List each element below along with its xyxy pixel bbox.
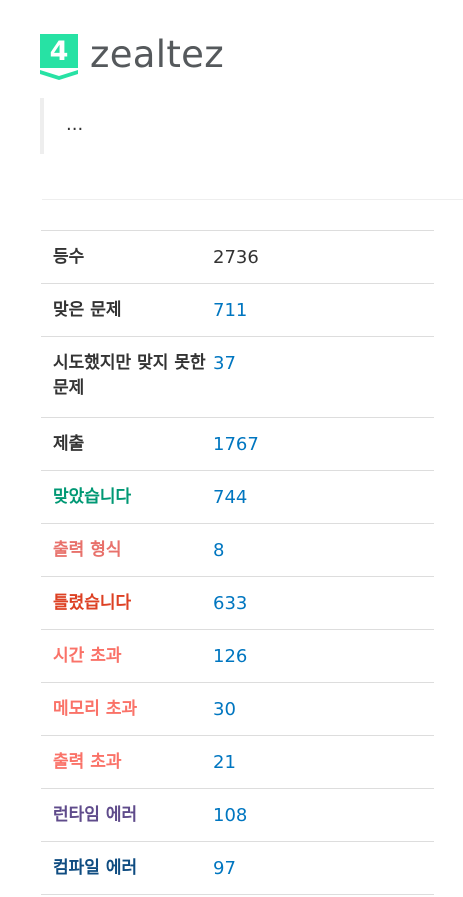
stat-value-link[interactable]: 30 (213, 699, 236, 720)
stat-value-link[interactable]: 21 (213, 752, 236, 773)
stat-value-link[interactable]: 97 (213, 858, 236, 879)
stat-value-link[interactable]: 633 (213, 593, 248, 614)
stat-value-link[interactable]: 8 (213, 540, 225, 561)
stat-value-link[interactable]: 744 (213, 487, 248, 508)
stat-label: 틀렸습니다 (53, 593, 132, 613)
stat-value-link[interactable]: 37 (213, 353, 236, 374)
stats-row-presentation-error: 출력 형식 8 (41, 524, 434, 577)
stat-label: 제출 (53, 434, 85, 454)
stat-value-link[interactable]: 711 (213, 300, 248, 321)
stat-value-link[interactable]: 108 (213, 805, 248, 826)
stats-row-time-limit: 시간 초과 126 (41, 630, 434, 683)
stat-value: 2736 (213, 247, 259, 268)
stat-label: 출력 형식 (53, 540, 122, 560)
stats-table: 등수 2736 맞은 문제 711 시도했지만 맞지 못한 문제 37 제출 1… (41, 230, 434, 895)
stat-label: 런타임 에러 (53, 805, 138, 825)
stat-label: 출력 초과 (53, 752, 122, 772)
stat-label: 컴파일 에러 (53, 858, 138, 878)
stats-row-rank: 등수 2736 (41, 231, 434, 284)
stats-row-solved: 맞은 문제 711 (41, 284, 434, 337)
profile-header: 4 zealtez (40, 33, 224, 81)
stat-label: 시도했지만 맞지 못한 문제 (53, 353, 206, 398)
stat-label: 맞았습니다 (53, 487, 132, 507)
stats-row-runtime-error: 런타임 에러 108 (41, 789, 434, 842)
stat-label: 시간 초과 (53, 646, 122, 666)
stats-row-submissions: 제출 1767 (41, 418, 434, 471)
stats-row-memory-limit: 메모리 초과 30 (41, 683, 434, 736)
stat-label: 맞은 문제 (53, 300, 122, 320)
tier-badge-icon: 4 (40, 34, 78, 80)
bio-text: ... (66, 114, 84, 135)
stat-value-link[interactable]: 1767 (213, 434, 259, 455)
profile-bio: ... (40, 98, 400, 154)
stats-row-compile-error: 컴파일 에러 97 (41, 842, 434, 895)
stats-row-output-limit: 출력 초과 21 (41, 736, 434, 789)
stats-row-wrong-answer: 틀렸습니다 633 (41, 577, 434, 630)
stat-label: 등수 (53, 247, 85, 267)
tier-number: 4 (49, 36, 69, 67)
stat-label: 메모리 초과 (53, 699, 138, 719)
stats-row-failed: 시도했지만 맞지 못한 문제 37 (41, 337, 434, 418)
stats-row-accepted: 맞았습니다 744 (41, 471, 434, 524)
username: zealtez (90, 33, 224, 76)
stat-value-link[interactable]: 126 (213, 646, 248, 667)
section-divider (42, 199, 463, 200)
